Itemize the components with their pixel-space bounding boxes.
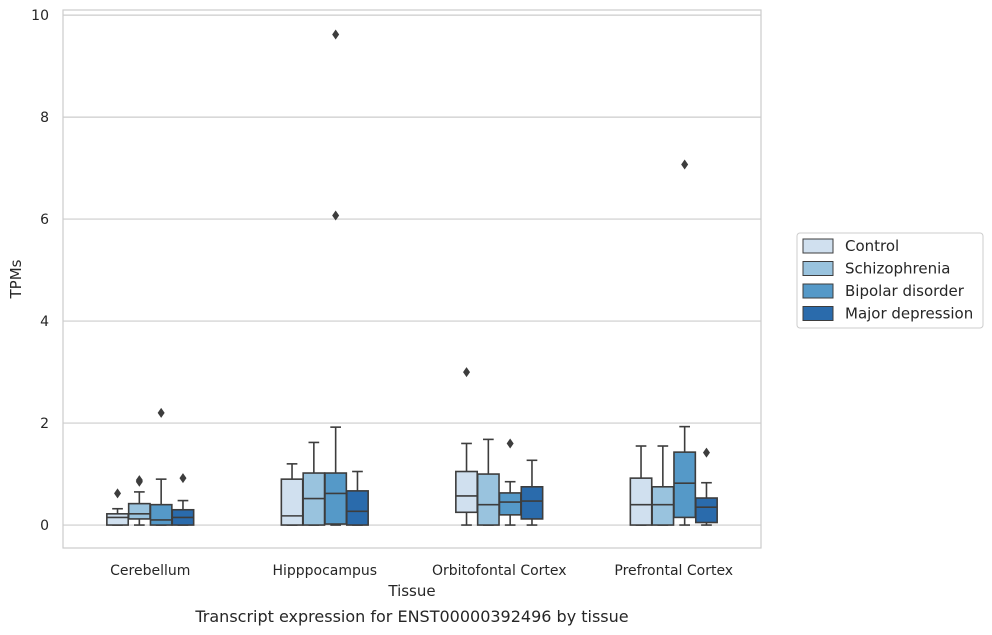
box-group xyxy=(324,29,348,526)
gridlines xyxy=(63,14,761,526)
legend-swatch xyxy=(802,238,834,254)
outlier-point xyxy=(702,447,710,458)
box-series xyxy=(106,29,718,526)
outlier-point xyxy=(463,367,471,378)
box-iqr xyxy=(629,477,653,526)
x-tick-label: Hipppocampus xyxy=(272,563,377,579)
box-group xyxy=(694,447,718,526)
legend-label: Schizophrenia xyxy=(845,260,950,278)
box-iqr xyxy=(149,503,173,526)
plot-area-frame xyxy=(62,9,762,549)
outlier-point xyxy=(179,473,187,484)
box-iqr xyxy=(673,451,697,519)
y-tick-label: 2 xyxy=(40,416,49,432)
series-control xyxy=(106,367,653,526)
box-iqr xyxy=(498,492,522,516)
x-tick-labels: Cerebellum Hipppocampus Orbitofontal Corte… xyxy=(110,563,733,579)
outlier-point xyxy=(332,210,340,221)
box-group xyxy=(149,407,173,526)
box-iqr xyxy=(520,486,544,520)
x-tick-label: Prefrontal Cortex xyxy=(614,563,733,579)
legend-label: Bipolar disorder xyxy=(845,282,965,300)
box-iqr xyxy=(106,513,130,526)
outlier-point xyxy=(135,475,143,486)
box-iqr xyxy=(455,470,479,514)
outlier-point xyxy=(681,159,689,170)
y-axis-title: TPMs xyxy=(7,259,25,299)
box-iqr xyxy=(280,478,304,526)
figure-caption: Transcript expression for ENST0000039249… xyxy=(194,607,628,626)
y-tick-labels: 0 2 4 6 8 10 xyxy=(31,8,49,534)
box-group xyxy=(280,463,304,526)
outlier-point xyxy=(506,438,514,449)
outlier-point xyxy=(114,488,122,499)
box-iqr xyxy=(345,490,369,526)
series-bipolar-disorder xyxy=(149,29,697,526)
outlier-point xyxy=(332,29,340,40)
series-major-depression xyxy=(171,447,718,526)
box-group xyxy=(455,367,479,526)
box-group xyxy=(302,441,326,526)
legend-swatch xyxy=(802,306,834,321)
legend-frame xyxy=(796,232,984,329)
box-iqr xyxy=(651,486,675,526)
box-group xyxy=(673,159,697,526)
y-tick-label: 4 xyxy=(40,314,49,330)
box-group xyxy=(476,438,500,526)
box-group xyxy=(171,473,195,526)
box-group xyxy=(127,475,151,526)
y-tick-label: 8 xyxy=(40,110,49,126)
legend-swatch xyxy=(802,283,834,299)
box-group xyxy=(498,438,522,526)
outlier-point xyxy=(157,407,165,418)
legend-label: Major depression xyxy=(845,305,973,323)
box-group xyxy=(106,488,130,526)
box-iqr xyxy=(127,502,151,520)
series-schizophrenia xyxy=(127,438,675,526)
y-tick-label: 0 xyxy=(40,518,49,534)
x-tick-label: Orbitofontal Cortex xyxy=(432,563,567,579)
box-iqr xyxy=(694,497,718,524)
box-iqr xyxy=(324,472,348,525)
box-group xyxy=(345,470,369,526)
y-tick-label: 10 xyxy=(31,8,49,24)
y-tick-label: 6 xyxy=(40,212,49,228)
box-group xyxy=(651,445,675,526)
box-iqr xyxy=(476,473,500,526)
box-group xyxy=(629,445,653,526)
box-group xyxy=(520,459,544,526)
x-tick-label: Cerebellum xyxy=(110,563,190,579)
legend: Control Schizophrenia Bipolar disorder Majo… xyxy=(796,232,984,329)
legend-label: Control xyxy=(845,237,899,255)
legend-swatch xyxy=(802,261,834,276)
x-axis-title: Tissue xyxy=(387,582,435,600)
